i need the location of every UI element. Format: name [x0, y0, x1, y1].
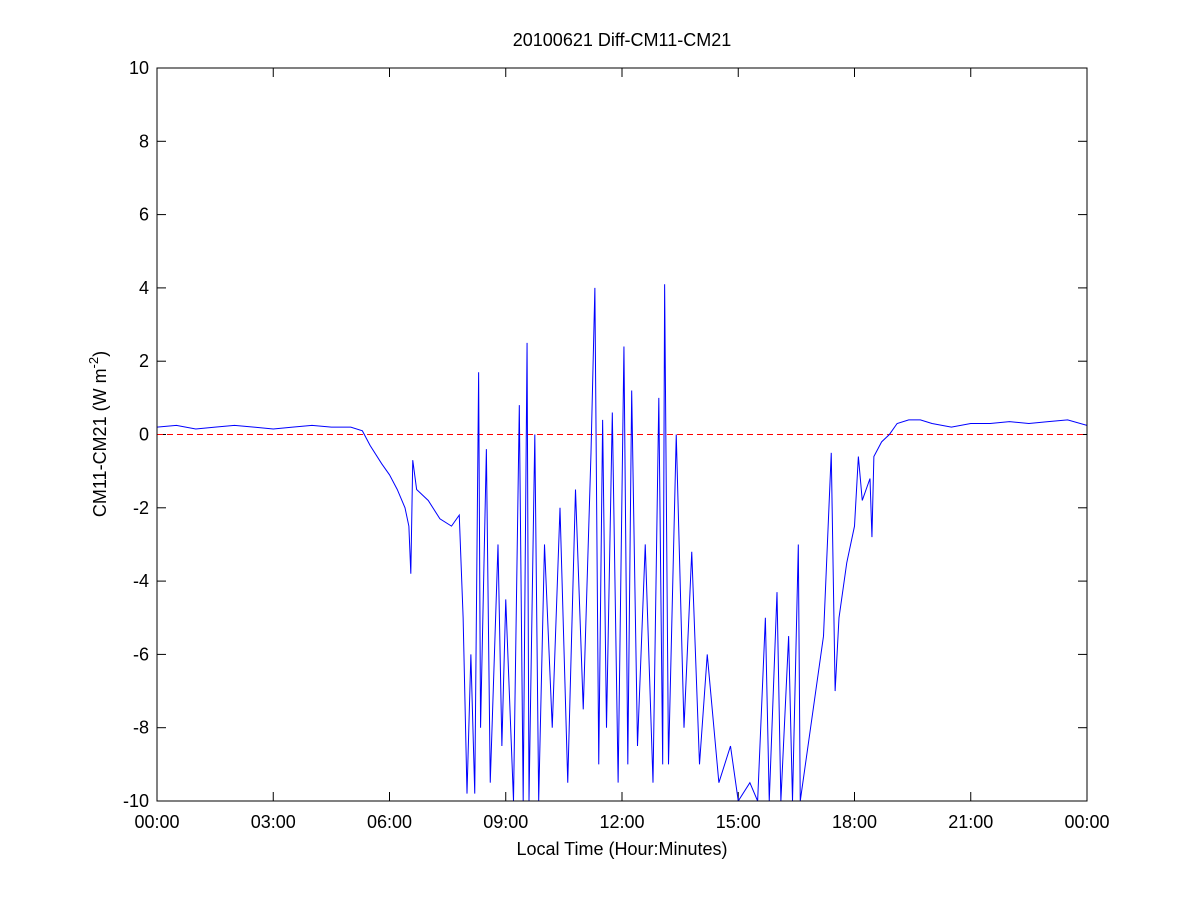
- chart-title: 20100621 Diff-CM11-CM21: [513, 30, 731, 50]
- x-tick-label: 09:00: [483, 812, 528, 832]
- y-label-sup: -2: [86, 357, 101, 369]
- data-line: [157, 284, 1087, 801]
- x-tick-label: 00:00: [134, 812, 179, 832]
- x-tick-label: 18:00: [832, 812, 877, 832]
- x-tick-label: 03:00: [251, 812, 296, 832]
- y-tick-label: -2: [133, 498, 149, 518]
- y-label-tail: ): [90, 351, 110, 357]
- x-axis-label: Local Time (Hour:Minutes): [516, 839, 727, 859]
- y-tick-label: 0: [139, 425, 149, 445]
- y-tick-label: -6: [133, 644, 149, 664]
- y-axis-label: CM11-CM21 (W m-2): [86, 351, 110, 517]
- y-tick-label: 6: [139, 205, 149, 225]
- y-tick-label: -8: [133, 718, 149, 738]
- y-label-text: CM11-CM21 (W m: [90, 368, 110, 517]
- x-tick-label: 00:00: [1064, 812, 1109, 832]
- y-tick-label: 2: [139, 351, 149, 371]
- x-tick-label: 12:00: [599, 812, 644, 832]
- x-tick-label: 21:00: [948, 812, 993, 832]
- x-tick-label: 15:00: [716, 812, 761, 832]
- y-tick-label: 4: [139, 278, 149, 298]
- axes-box: [156, 67, 1088, 802]
- x-tick-label: 06:00: [367, 812, 412, 832]
- y-tick-label: 10: [129, 58, 149, 78]
- y-tick-label: 8: [139, 131, 149, 151]
- y-tick-label: -10: [123, 791, 149, 811]
- y-tick-label: -4: [133, 571, 149, 591]
